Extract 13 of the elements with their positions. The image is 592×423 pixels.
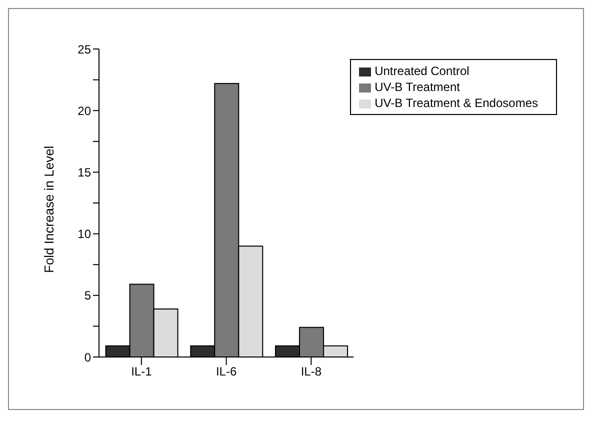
legend-label: UV-B Treatment <box>374 80 460 94</box>
x-tick-label: IL-8 <box>300 364 322 379</box>
x-tick-label: IL-1 <box>131 364 152 379</box>
y-tick-label: 5 <box>84 288 92 303</box>
y-tick-label: 25 <box>78 42 92 56</box>
y-tick-label: 20 <box>78 104 92 118</box>
y-tick-label: 10 <box>78 227 92 242</box>
legend-label: Untreated Control <box>374 64 470 78</box>
legend-label: UV-B Treatment & Endosomes <box>374 96 538 110</box>
y-tick-label: 15 <box>78 165 92 180</box>
y-tick-label: 0 <box>84 350 92 364</box>
y-axis-title: Fold Increase in Level <box>42 146 57 273</box>
x-tick-label: IL-6 <box>216 364 237 379</box>
